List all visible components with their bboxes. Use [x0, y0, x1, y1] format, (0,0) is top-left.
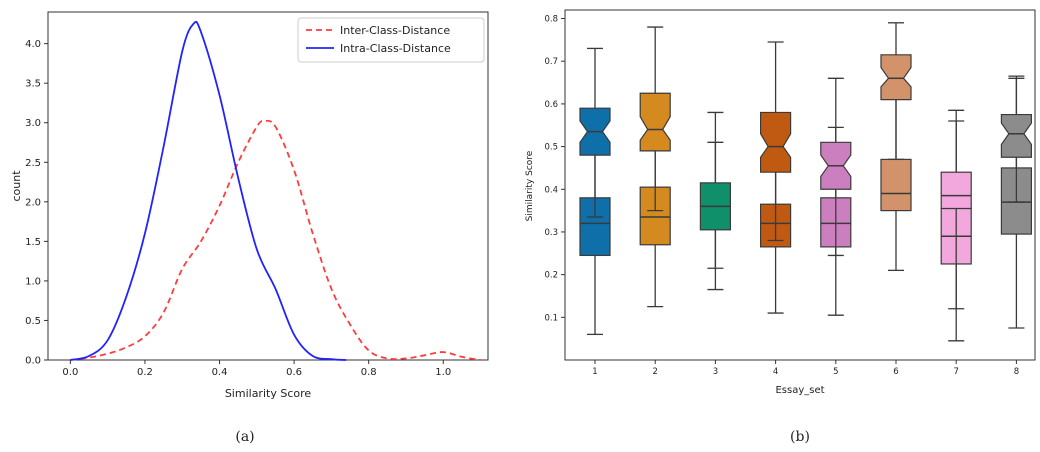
legend-label: Inter-Class-Distance [340, 24, 450, 37]
y-tick-label: 0.1 [544, 313, 558, 323]
box-7-upper [940, 109, 972, 310]
box-3-single [699, 111, 732, 291]
box-body [1000, 113, 1032, 158]
chart-b-boxes [579, 22, 1033, 342]
box-6-upper [880, 22, 912, 161]
box-5-upper [820, 77, 852, 257]
y-tick-label: 4.0 [25, 39, 41, 50]
x-tick-label: 0.2 [137, 367, 153, 378]
legend-box [297, 17, 485, 63]
chart-b-ylabel: Similarity Score [525, 150, 535, 221]
x-tick-label: 6 [893, 367, 898, 377]
x-tick-label: 4 [773, 367, 778, 377]
y-tick-label: 0.3 [544, 228, 558, 238]
x-tick-label: 0.0 [62, 367, 78, 378]
chart-a-x-ticks: 0.0 0.2 0.4 0.6 0.8 1.0 [62, 360, 451, 378]
y-tick-label: 1.0 [25, 276, 41, 287]
box-2-upper [639, 26, 671, 212]
y-tick-label: 0.7 [544, 57, 558, 67]
y-tick-label: 0.2 [544, 271, 558, 281]
series-line-inter [70, 119, 481, 361]
y-tick-label: 2.0 [25, 197, 41, 208]
y-tick-label: 0.8 [544, 15, 558, 25]
chart-b-xlabel: Essay_set [775, 385, 824, 396]
y-tick-label: 0.0 [25, 356, 41, 367]
chart-a-ylabel: count [10, 170, 23, 202]
x-tick-label: 2 [652, 367, 657, 377]
y-tick-label: 0.6 [544, 100, 558, 110]
x-tick-label: 1 [592, 367, 597, 377]
x-tick-label: 8 [1014, 367, 1019, 377]
y-tick-label: 0.5 [544, 143, 558, 153]
box-body [639, 92, 671, 152]
chart-a-y-ticks: 0.0 0.5 1.0 1.5 2.0 2.5 3.0 3.5 4.0 [25, 39, 48, 367]
series-line-intra [70, 20, 347, 361]
chart-b-subtitle: (b) [790, 429, 810, 445]
box-1-upper [579, 47, 611, 218]
chart-a-subtitle: (a) [235, 429, 254, 445]
x-tick-label: 3 [713, 367, 718, 377]
chart-b: 1 2 3 4 5 6 7 8 0.1 0.2 0.3 0.4 0.5 0.6 0.7 0.8 Essay_… [525, 9, 1036, 445]
chart-b-x-ticks: 1 2 3 4 5 6 7 8 [592, 360, 1019, 377]
x-tick-label: 1.0 [435, 367, 451, 378]
chart-a-series [70, 20, 481, 361]
chart-b-frame [564, 9, 1036, 361]
x-tick-label: 0.8 [361, 367, 377, 378]
y-tick-label: 1.5 [25, 237, 41, 248]
x-tick-label: 5 [833, 367, 838, 377]
legend-label: Intra-Class-Distance [340, 42, 451, 55]
chart-a: 0.0 0.2 0.4 0.6 0.8 1.0 0.0 0.5 1.0 1.5 2.0 2.5 3.0… [10, 11, 489, 445]
y-tick-label: 3.5 [25, 79, 41, 90]
box-body [760, 111, 792, 173]
box-4-upper [760, 41, 792, 242]
chart-b-y-ticks: 0.1 0.2 0.3 0.4 0.5 0.6 0.7 0.8 [544, 15, 565, 323]
y-tick-label: 0.4 [544, 185, 558, 195]
box-8-upper [1000, 75, 1032, 203]
box-body [880, 54, 912, 101]
y-tick-label: 2.5 [25, 158, 41, 169]
x-tick-label: 7 [953, 367, 958, 377]
x-tick-label: 0.6 [286, 367, 302, 378]
box-body [880, 158, 912, 212]
y-tick-label: 0.5 [25, 316, 41, 327]
x-tick-label: 0.4 [212, 367, 228, 378]
y-tick-label: 3.0 [25, 118, 41, 129]
chart-a-legend: Inter-Class-Distance Intra-Class-Distance [297, 17, 485, 63]
chart-a-frame [47, 11, 489, 361]
box-body [940, 171, 972, 210]
chart-a-xlabel: Similarity Score [225, 387, 312, 400]
